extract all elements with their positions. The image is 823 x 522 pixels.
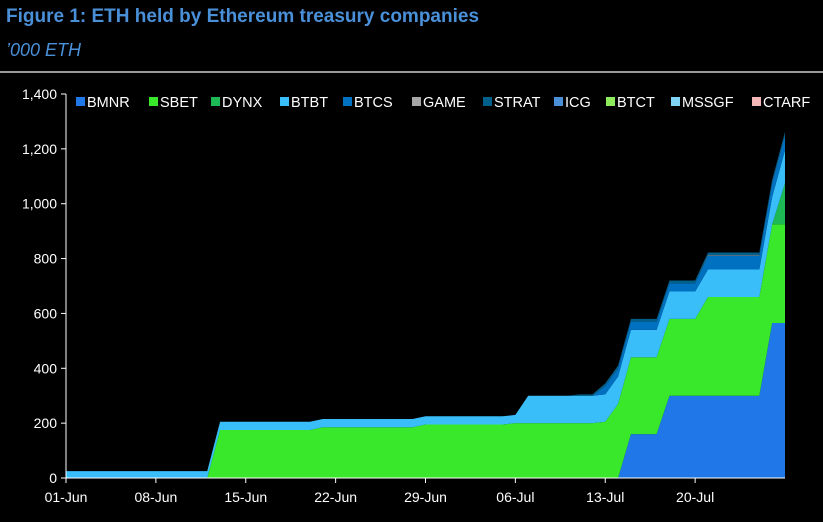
legend-swatch-mssgf	[671, 97, 680, 106]
y-tick-label: 800	[34, 251, 58, 267]
area-series-sbet	[66, 224, 785, 478]
x-tick-label: 13-Jul	[586, 489, 624, 505]
legend-label-dynx: DYNX	[222, 95, 263, 111]
legend-label-icg: ICG	[565, 95, 591, 111]
legend-label-btbt: BTBT	[291, 95, 328, 111]
legend-label-strat: STRAT	[494, 95, 541, 111]
y-tick-label: 200	[34, 415, 58, 431]
legend-swatch-btbt	[280, 97, 289, 106]
legend-swatch-dynx	[211, 97, 220, 106]
legend-label-bmnr: BMNR	[87, 95, 130, 111]
legend-swatch-sbet	[149, 97, 158, 106]
legend-swatch-bmnr	[76, 97, 85, 106]
y-tick-label: 1,400	[22, 86, 57, 102]
y-tick-label: 0	[49, 470, 57, 486]
legend-label-ctarf: CTARF	[763, 95, 810, 111]
area-series-bmnr	[66, 323, 785, 478]
y-tick-label: 1,000	[22, 196, 57, 212]
y-tick-label: 400	[34, 360, 58, 376]
x-tick-label: 15-Jun	[224, 489, 267, 505]
legend-label-game: GAME	[423, 95, 466, 111]
legend-label-btcs: BTCS	[354, 95, 393, 111]
legend-label-mssgf: MSSGF	[682, 95, 734, 111]
y-tick-label: 600	[34, 305, 58, 321]
x-tick-label: 01-Jun	[45, 489, 88, 505]
legend-label-btct: BTCT	[617, 95, 655, 111]
area-series-btbt	[66, 150, 785, 479]
x-tick-label: 08-Jun	[134, 489, 177, 505]
x-tick-label: 06-Jul	[496, 489, 534, 505]
chart-title: Figure 1: ETH held by Ethereum treasury …	[6, 6, 480, 27]
chart-subtitle: ’000 ETH	[6, 40, 82, 60]
legend-label-sbet: SBET	[160, 95, 198, 111]
legend-swatch-game	[412, 97, 421, 106]
legend-swatch-btct	[606, 97, 615, 106]
legend-swatch-ctarf	[752, 97, 761, 106]
legend: BMNR SBET DYNX BTBT BTCS GAME STRAT ICG BTCT MSSG…	[76, 95, 810, 111]
legend-swatch-strat	[483, 97, 492, 106]
x-tick-label: 29-Jun	[404, 489, 447, 505]
y-tick-label: 1,200	[22, 141, 57, 157]
legend-swatch-icg	[554, 97, 563, 106]
axes-layer: 0 200 400 600 800 1,000 1,200 1,400 01-Jun 08-Jun…	[22, 86, 785, 505]
legend-swatch-btcs	[343, 97, 352, 106]
x-tick-label: 20-Jul	[676, 489, 714, 505]
area-series-layer	[66, 131, 785, 479]
title-divider	[0, 71, 823, 73]
x-tick-label: 22-Jun	[314, 489, 357, 505]
area-series-btcs	[66, 135, 785, 472]
